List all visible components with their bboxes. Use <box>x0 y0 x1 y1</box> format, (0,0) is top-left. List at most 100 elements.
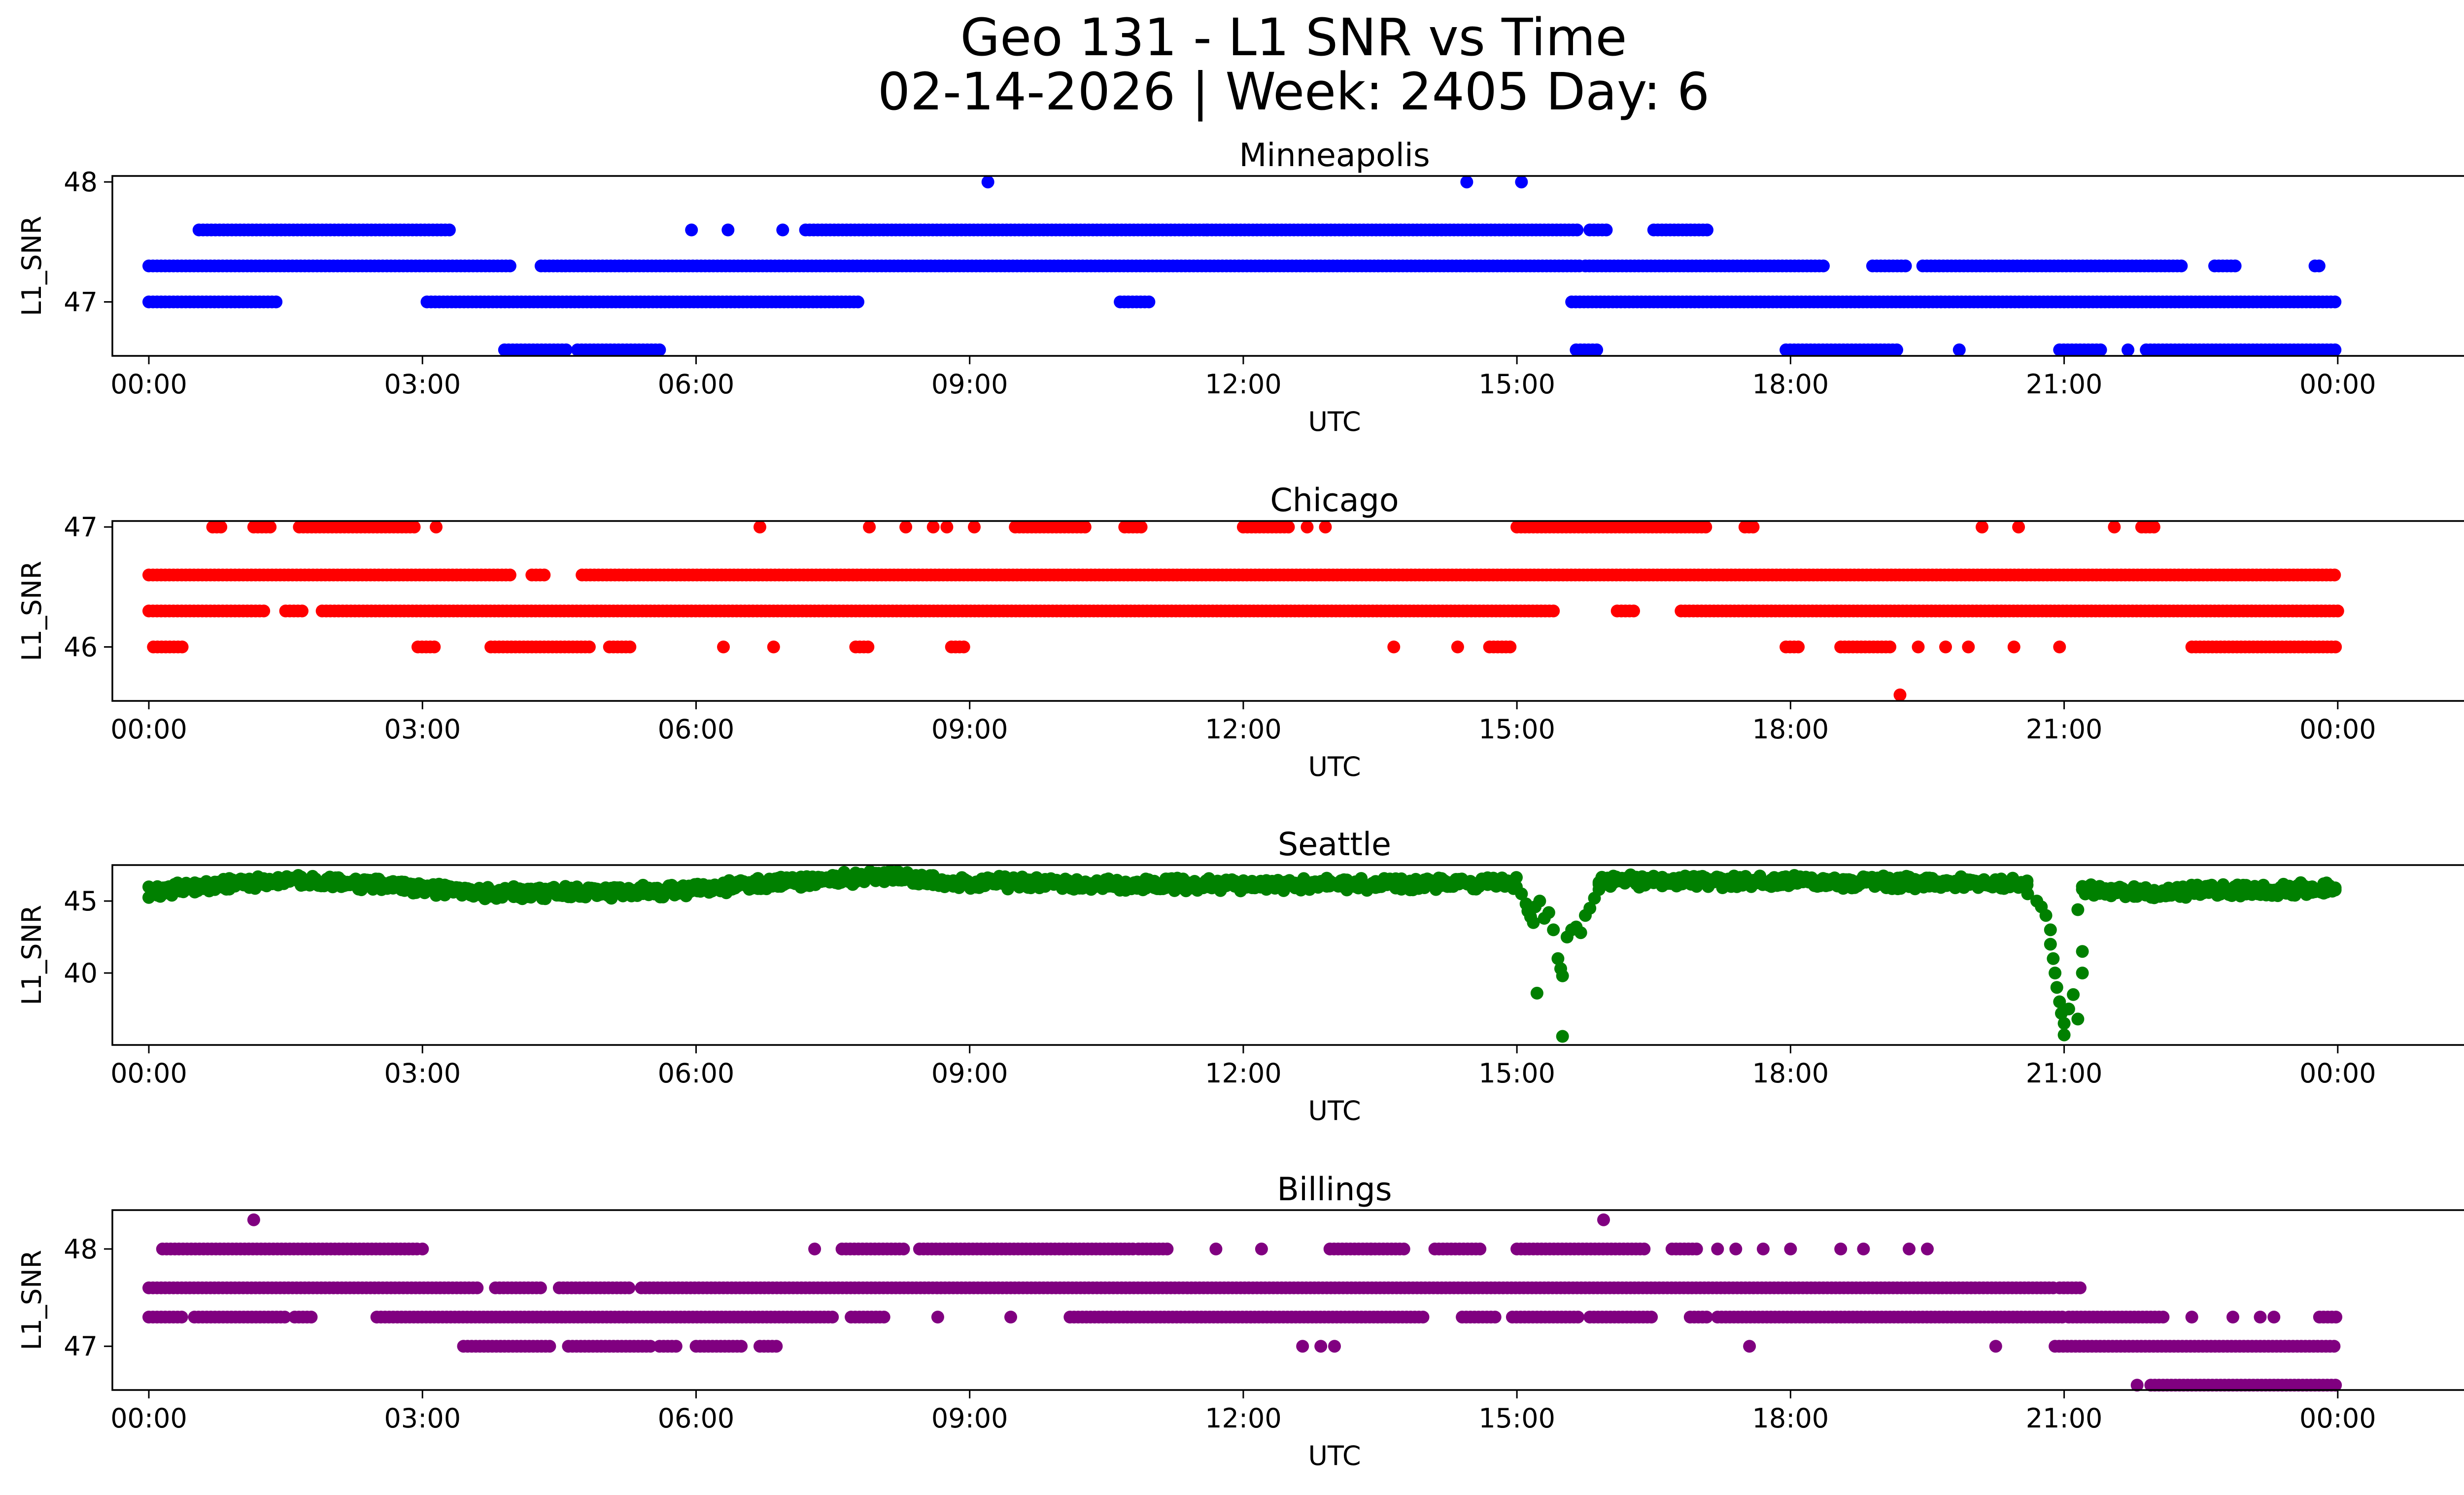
chicago-xlabel: UTC <box>1308 751 1361 782</box>
chicago-point <box>926 521 940 534</box>
chicago-point <box>1387 640 1401 654</box>
minneapolis-point <box>852 295 864 309</box>
minneapolis-xtick-label: 00:00 <box>110 369 187 400</box>
billings-point <box>622 1281 636 1294</box>
seattle-dip-point <box>1527 916 1540 929</box>
chicago-point <box>582 640 596 654</box>
billings-point <box>2226 1311 2239 1323</box>
billings-point <box>1416 1311 1430 1323</box>
chicago-point <box>2108 521 2121 534</box>
billings-point <box>669 1340 683 1353</box>
billings-point <box>2254 1311 2267 1323</box>
billings-point <box>305 1311 318 1323</box>
seattle-dip-point <box>2044 938 2057 951</box>
chicago-point <box>1699 521 1712 534</box>
chicago-title: Chicago <box>1270 482 1399 519</box>
chicago-point <box>408 521 421 534</box>
billings-point <box>1645 1311 1658 1323</box>
minneapolis-point <box>2312 259 2326 273</box>
billings-points <box>142 1213 2343 1392</box>
chicago-point <box>2329 640 2342 654</box>
minneapolis-point <box>1200 223 1213 237</box>
chicago-point <box>767 640 780 654</box>
billings-point <box>2267 1311 2281 1323</box>
chicago-point <box>428 640 441 654</box>
billings-point <box>543 1340 556 1353</box>
seattle-xtick-label: 18:00 <box>1752 1058 1829 1089</box>
chicago-point <box>717 640 730 654</box>
minneapolis-ytick-label: 47 <box>64 287 98 318</box>
chicago-xtick-label: 15:00 <box>1478 714 1555 745</box>
chicago-axes-frame <box>111 520 2464 702</box>
seattle-dip-point <box>1547 923 1560 937</box>
chicago-point <box>899 521 913 534</box>
chicago-point <box>863 521 876 534</box>
chicago-point <box>1134 521 1148 534</box>
chicago-point <box>1746 521 1760 534</box>
seattle-ytick-label: 45 <box>64 886 98 917</box>
figure-title: Geo 131 - L1 SNR vs Time <box>960 7 1627 68</box>
chicago-point <box>257 604 271 618</box>
minneapolis-point <box>685 223 698 237</box>
minneapolis-point <box>1142 295 1156 309</box>
seattle-dip-point <box>2071 1012 2085 1026</box>
chicago-xtick-label: 00:00 <box>2299 714 2376 745</box>
seattle-point <box>2020 874 2034 888</box>
billings-point <box>877 1311 890 1323</box>
minneapolis-point <box>2094 343 2107 356</box>
billings-point <box>534 1281 547 1294</box>
seattle-xtick-label: 03:00 <box>384 1058 461 1089</box>
chicago-xtick-label: 06:00 <box>658 714 735 745</box>
billings-point <box>471 1281 484 1294</box>
minneapolis-point <box>1899 259 1912 273</box>
minneapolis-point <box>2328 295 2342 309</box>
chicago-point <box>538 568 551 582</box>
minneapolis-xtick-label: 15:00 <box>1478 369 1555 400</box>
seattle-dip-point <box>1574 926 1587 939</box>
minneapolis-point <box>1701 223 1713 237</box>
minneapolis-ytick-label: 48 <box>64 167 98 198</box>
seattle-dip-point <box>2071 903 2085 916</box>
chicago-point <box>968 521 981 534</box>
seattle-dip-point <box>2057 1028 2071 1042</box>
chicago-point <box>2053 640 2066 654</box>
chicago-point <box>1627 604 1640 618</box>
chicago-point <box>623 640 637 654</box>
billings-point <box>1004 1311 1017 1323</box>
minneapolis-point <box>2328 343 2342 356</box>
chicago-point <box>1883 640 1897 654</box>
seattle-ytick-label: 40 <box>64 958 98 989</box>
billings-point <box>931 1311 944 1323</box>
minneapolis-point <box>776 223 789 237</box>
minneapolis-xlabel: UTC <box>1308 406 1361 437</box>
chicago-point <box>1504 640 1517 654</box>
chicago-point <box>1893 688 1907 701</box>
chicago-point <box>2012 521 2025 534</box>
chicago-xtick-label: 09:00 <box>931 714 1008 745</box>
minneapolis-xtick-label: 12:00 <box>1205 369 1282 400</box>
chicago-point <box>2147 521 2160 534</box>
chicago-xtick-label: 12:00 <box>1205 714 1282 745</box>
seattle-dip-point <box>2062 1003 2075 1015</box>
minneapolis-point <box>653 343 666 356</box>
billings-point <box>2074 1281 2087 1294</box>
chicago-point <box>1547 604 1560 618</box>
seattle-dip-point <box>2039 909 2053 922</box>
minneapolis-xtick-label: 21:00 <box>2026 369 2103 400</box>
minneapolis-xtick-label: 03:00 <box>384 369 461 400</box>
billings-point <box>826 1311 839 1323</box>
chicago-point <box>1976 521 1988 534</box>
minneapolis-point <box>1515 175 1528 189</box>
chicago-point <box>1078 521 1092 534</box>
minneapolis-point <box>559 343 573 356</box>
minneapolis-xtick-label: 00:00 <box>2299 369 2376 400</box>
chicago-points <box>142 521 2344 701</box>
seattle-dip-point <box>2050 981 2063 994</box>
minneapolis-point <box>2122 343 2135 356</box>
seattle-xlabel: UTC <box>1308 1095 1361 1126</box>
chicago-point <box>940 521 954 534</box>
minneapolis-points <box>142 175 2342 356</box>
billings-title: Billings <box>1277 1171 1392 1208</box>
